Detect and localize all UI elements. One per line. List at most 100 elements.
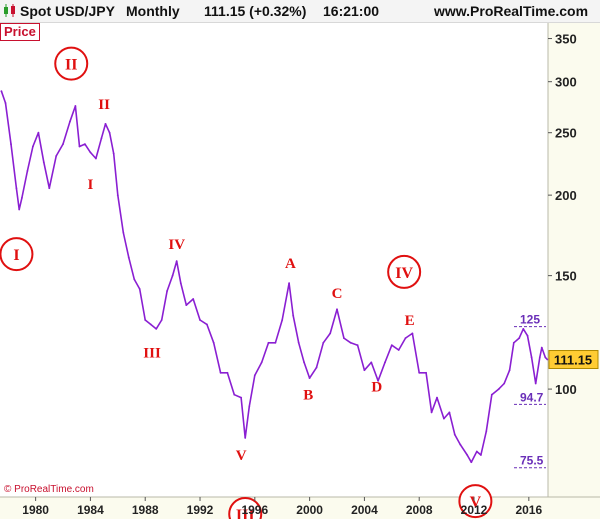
price-point <box>377 379 379 382</box>
price-point <box>522 328 525 330</box>
price-point <box>336 308 338 311</box>
price-point <box>171 274 174 277</box>
price-point <box>122 231 125 234</box>
y-tick-label: 100 <box>555 382 577 397</box>
price-point <box>69 120 71 123</box>
price-point <box>475 450 478 453</box>
price-point <box>508 369 511 372</box>
price-point <box>179 282 182 285</box>
price-point <box>538 356 541 359</box>
x-tick-label: 2004 <box>351 503 378 517</box>
price-point <box>512 341 515 344</box>
last-price-tag <box>548 350 599 370</box>
wave-label: V <box>470 494 482 511</box>
price-point <box>526 334 529 337</box>
price-point <box>48 187 51 190</box>
price-point <box>4 102 7 104</box>
x-tick-label: 2012 <box>461 503 488 517</box>
x-tick-label: 1992 <box>187 503 214 517</box>
price-point <box>112 152 115 155</box>
price-point <box>219 371 222 374</box>
price-point <box>89 151 92 154</box>
chart-header: Spot USD/JPY Monthly 111.15 (+0.32%) 16:… <box>0 0 600 23</box>
site-url: www.ProRealTime.com <box>434 3 589 19</box>
wave-label: II <box>98 97 110 113</box>
price-point <box>84 143 86 146</box>
price-point <box>248 405 251 408</box>
wave-label-circle <box>0 237 34 272</box>
price-point <box>185 304 188 306</box>
price-point <box>485 430 488 433</box>
x-tick-label: 1984 <box>77 503 104 517</box>
x-tick-label: 1996 <box>241 503 268 517</box>
price-point <box>288 282 290 285</box>
wave-label: I <box>13 247 19 264</box>
wave-label: I <box>87 177 93 193</box>
wave-label-circle <box>228 496 263 519</box>
wave-label-circle <box>458 484 493 519</box>
x-tick-label: 2016 <box>515 503 542 517</box>
price-point <box>267 341 270 344</box>
price-point <box>443 417 445 420</box>
wave-label: E <box>405 313 415 329</box>
price-point <box>490 393 493 396</box>
price-point <box>343 337 345 339</box>
quote-time: 16:21:00 <box>323 3 380 19</box>
y-tick-label: 200 <box>555 188 577 203</box>
y-tick-label: 300 <box>555 75 577 90</box>
panel-label: Price <box>0 23 40 41</box>
time-axis <box>0 497 600 519</box>
price-point <box>292 314 295 317</box>
wave-label: III <box>236 507 255 519</box>
level-label: 125 <box>520 313 540 327</box>
y-tick-label: 350 <box>555 32 577 47</box>
price-point <box>411 332 414 335</box>
price-point <box>155 328 158 330</box>
price-point <box>206 323 208 326</box>
price-point <box>466 454 469 456</box>
price-point <box>470 461 473 464</box>
price-point <box>404 337 407 339</box>
price-point <box>253 374 256 377</box>
price-point <box>303 361 305 364</box>
price-point <box>260 361 263 364</box>
price-point <box>448 411 451 414</box>
wave-label: V <box>236 448 247 464</box>
level-label: 94.7 <box>520 390 544 404</box>
price-point <box>430 411 433 414</box>
price-point <box>329 332 332 335</box>
price-point <box>240 396 243 399</box>
price-point <box>436 396 438 399</box>
price-point <box>144 319 147 321</box>
price-point <box>212 341 215 344</box>
x-tick-label: 2008 <box>406 503 433 517</box>
price-point <box>175 260 178 262</box>
wave-label: III <box>143 345 161 361</box>
x-tick-label: 1980 <box>22 503 49 517</box>
price-point <box>297 341 300 344</box>
wave-label: IV <box>395 265 413 282</box>
price-point <box>425 371 427 374</box>
price-point <box>62 143 64 146</box>
price-point <box>78 145 81 148</box>
price-point <box>18 208 21 211</box>
price-point <box>308 377 311 379</box>
price-point <box>116 194 119 197</box>
price-point <box>244 437 247 439</box>
wave-label: A <box>285 256 296 272</box>
price-point <box>42 161 45 164</box>
wave-label: B <box>303 388 313 404</box>
price-point <box>497 388 500 390</box>
wave-label: II <box>65 57 77 74</box>
copyright-notice: © ProRealTime.com <box>4 484 94 495</box>
price-point <box>74 105 77 107</box>
price-axis <box>548 23 600 497</box>
price-point <box>363 369 366 372</box>
price-point <box>390 344 393 347</box>
last-price-label: 111.15 <box>554 353 592 368</box>
timeframe-label: Monthly <box>126 3 180 19</box>
wave-label: D <box>371 379 382 395</box>
price-point <box>349 341 352 344</box>
price-point <box>530 356 533 359</box>
